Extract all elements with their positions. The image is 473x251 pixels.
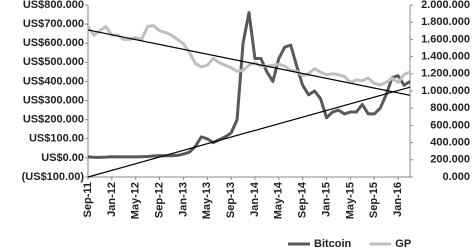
x-tick-label: May-15 — [344, 182, 356, 219]
x-tick-label: Sep-13 — [225, 182, 237, 218]
x-tick-label: May-12 — [130, 182, 142, 219]
y2-tick-label: 1.800.000 — [421, 16, 470, 28]
y-tick-label: US$700.000 — [23, 18, 84, 30]
y2-tick-label: 0.000 — [442, 171, 470, 183]
legend-label: Bitcoin — [314, 238, 352, 250]
trend-line — [87, 86, 411, 178]
y2-tick-label: 200.000 — [430, 154, 470, 166]
y-tick-label: US$0.00 — [41, 152, 84, 164]
y-tick-label: US$600.000 — [23, 37, 84, 49]
y2-tick-label: 1.200.000 — [421, 68, 470, 80]
trend-line — [87, 29, 411, 96]
legend-label: GP — [395, 238, 411, 250]
y2-tick-label: 1.400.000 — [421, 51, 470, 63]
series-line — [86, 24, 411, 87]
x-tick-label: May-14 — [273, 181, 285, 219]
y-tick-label: US$200.000 — [23, 114, 84, 126]
y2-tick-label: 1.600.000 — [421, 33, 470, 45]
y2-tick-label: 600.000 — [430, 119, 470, 131]
x-tick-label: Sep-11 — [82, 182, 94, 217]
y-tick-label: (US$100.00) — [22, 171, 85, 183]
x-tick-label: Jan-14 — [249, 181, 261, 217]
y-tick-label: US$100.00 — [29, 133, 84, 145]
x-tick-label: May-13 — [201, 182, 213, 219]
x-tick-label: Jan-12 — [106, 182, 118, 217]
y2-tick-label: 1.000.000 — [421, 85, 470, 97]
y2-tick-label: 2.000.000 — [421, 0, 470, 11]
x-tick-label: Sep-14 — [297, 181, 309, 218]
y2-tick-label: 400.000 — [430, 137, 470, 149]
series-line — [87, 11, 411, 159]
x-tick-label: Jan-13 — [177, 182, 189, 217]
x-tick-label: Sep-12 — [153, 182, 165, 218]
y-tick-label: US$800.000 — [23, 0, 84, 11]
y-tick-label: US$400.000 — [23, 75, 84, 87]
y-tick-label: US$500.000 — [23, 56, 84, 68]
x-tick-label: Sep-15 — [368, 182, 380, 218]
y2-tick-label: 800.000 — [430, 102, 470, 114]
y-tick-label: US$300.000 — [23, 94, 84, 106]
x-tick-label: Jan-16 — [392, 182, 404, 217]
x-tick-label: Jan-15 — [320, 182, 332, 217]
